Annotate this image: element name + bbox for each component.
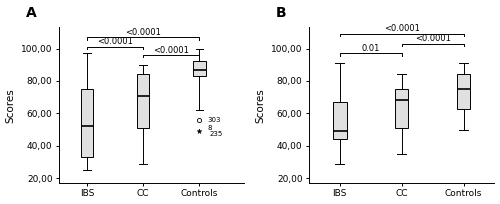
- Text: <0.0001: <0.0001: [126, 28, 161, 37]
- FancyBboxPatch shape: [456, 74, 470, 109]
- FancyBboxPatch shape: [333, 102, 346, 139]
- Text: B: B: [276, 6, 286, 20]
- FancyBboxPatch shape: [137, 74, 149, 128]
- Text: <0.0001: <0.0001: [414, 34, 450, 43]
- Text: <0.0001: <0.0001: [154, 45, 190, 54]
- Text: 0.01: 0.01: [362, 44, 380, 53]
- Text: 8: 8: [208, 125, 212, 131]
- FancyBboxPatch shape: [194, 61, 205, 76]
- Text: <0.0001: <0.0001: [97, 37, 133, 46]
- Text: <0.0001: <0.0001: [384, 24, 420, 33]
- Text: 303: 303: [208, 117, 222, 123]
- Y-axis label: Scores: Scores: [256, 88, 266, 123]
- Text: 235: 235: [210, 131, 223, 137]
- Text: A: A: [26, 6, 36, 20]
- FancyBboxPatch shape: [81, 89, 93, 157]
- Y-axis label: Scores: Scores: [6, 88, 16, 123]
- FancyBboxPatch shape: [395, 89, 408, 128]
